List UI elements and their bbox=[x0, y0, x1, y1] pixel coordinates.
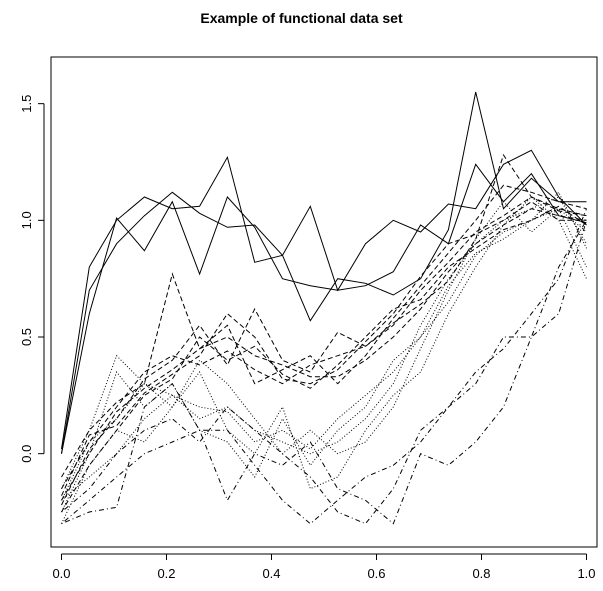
series-line-12 bbox=[61, 196, 587, 490]
y-tick-label: 0.5 bbox=[19, 328, 34, 346]
x-axis: 0.0 0.2 0.4 0.6 0.8 1.0 bbox=[52, 553, 596, 581]
x-tick-label: 0.2 bbox=[157, 566, 175, 581]
y-tick-label: 0.0 bbox=[19, 445, 34, 463]
series-line-16 bbox=[61, 220, 587, 525]
series-line-10 bbox=[61, 196, 587, 501]
series-line-5 bbox=[61, 196, 587, 489]
x-tick-label: 1.0 bbox=[577, 566, 595, 581]
series-line-1 bbox=[61, 163, 587, 454]
y-axis: 0.0 0.5 1.0 1.5 bbox=[19, 95, 45, 463]
x-tick-label: 0.8 bbox=[472, 566, 490, 581]
series-line-3 bbox=[61, 149, 587, 454]
series-line-7 bbox=[61, 184, 587, 478]
series-line-6 bbox=[61, 205, 587, 513]
series-line-9 bbox=[61, 201, 587, 496]
y-tick-label: 1.5 bbox=[19, 95, 34, 113]
y-tick-label: 1.0 bbox=[19, 211, 34, 229]
x-tick-label: 0.0 bbox=[52, 566, 70, 581]
plot-frame bbox=[50, 56, 598, 548]
series-line-14 bbox=[61, 191, 587, 501]
series-line-17 bbox=[61, 208, 587, 525]
x-tick-label: 0.6 bbox=[367, 566, 385, 581]
x-tick-label: 0.4 bbox=[262, 566, 280, 581]
chart-title: Example of functional data set bbox=[200, 10, 403, 26]
series-layer bbox=[61, 91, 587, 525]
series-line-8 bbox=[61, 153, 587, 506]
series-line-13 bbox=[61, 200, 587, 524]
series-line-2 bbox=[61, 91, 587, 450]
series-line-15 bbox=[61, 220, 587, 525]
